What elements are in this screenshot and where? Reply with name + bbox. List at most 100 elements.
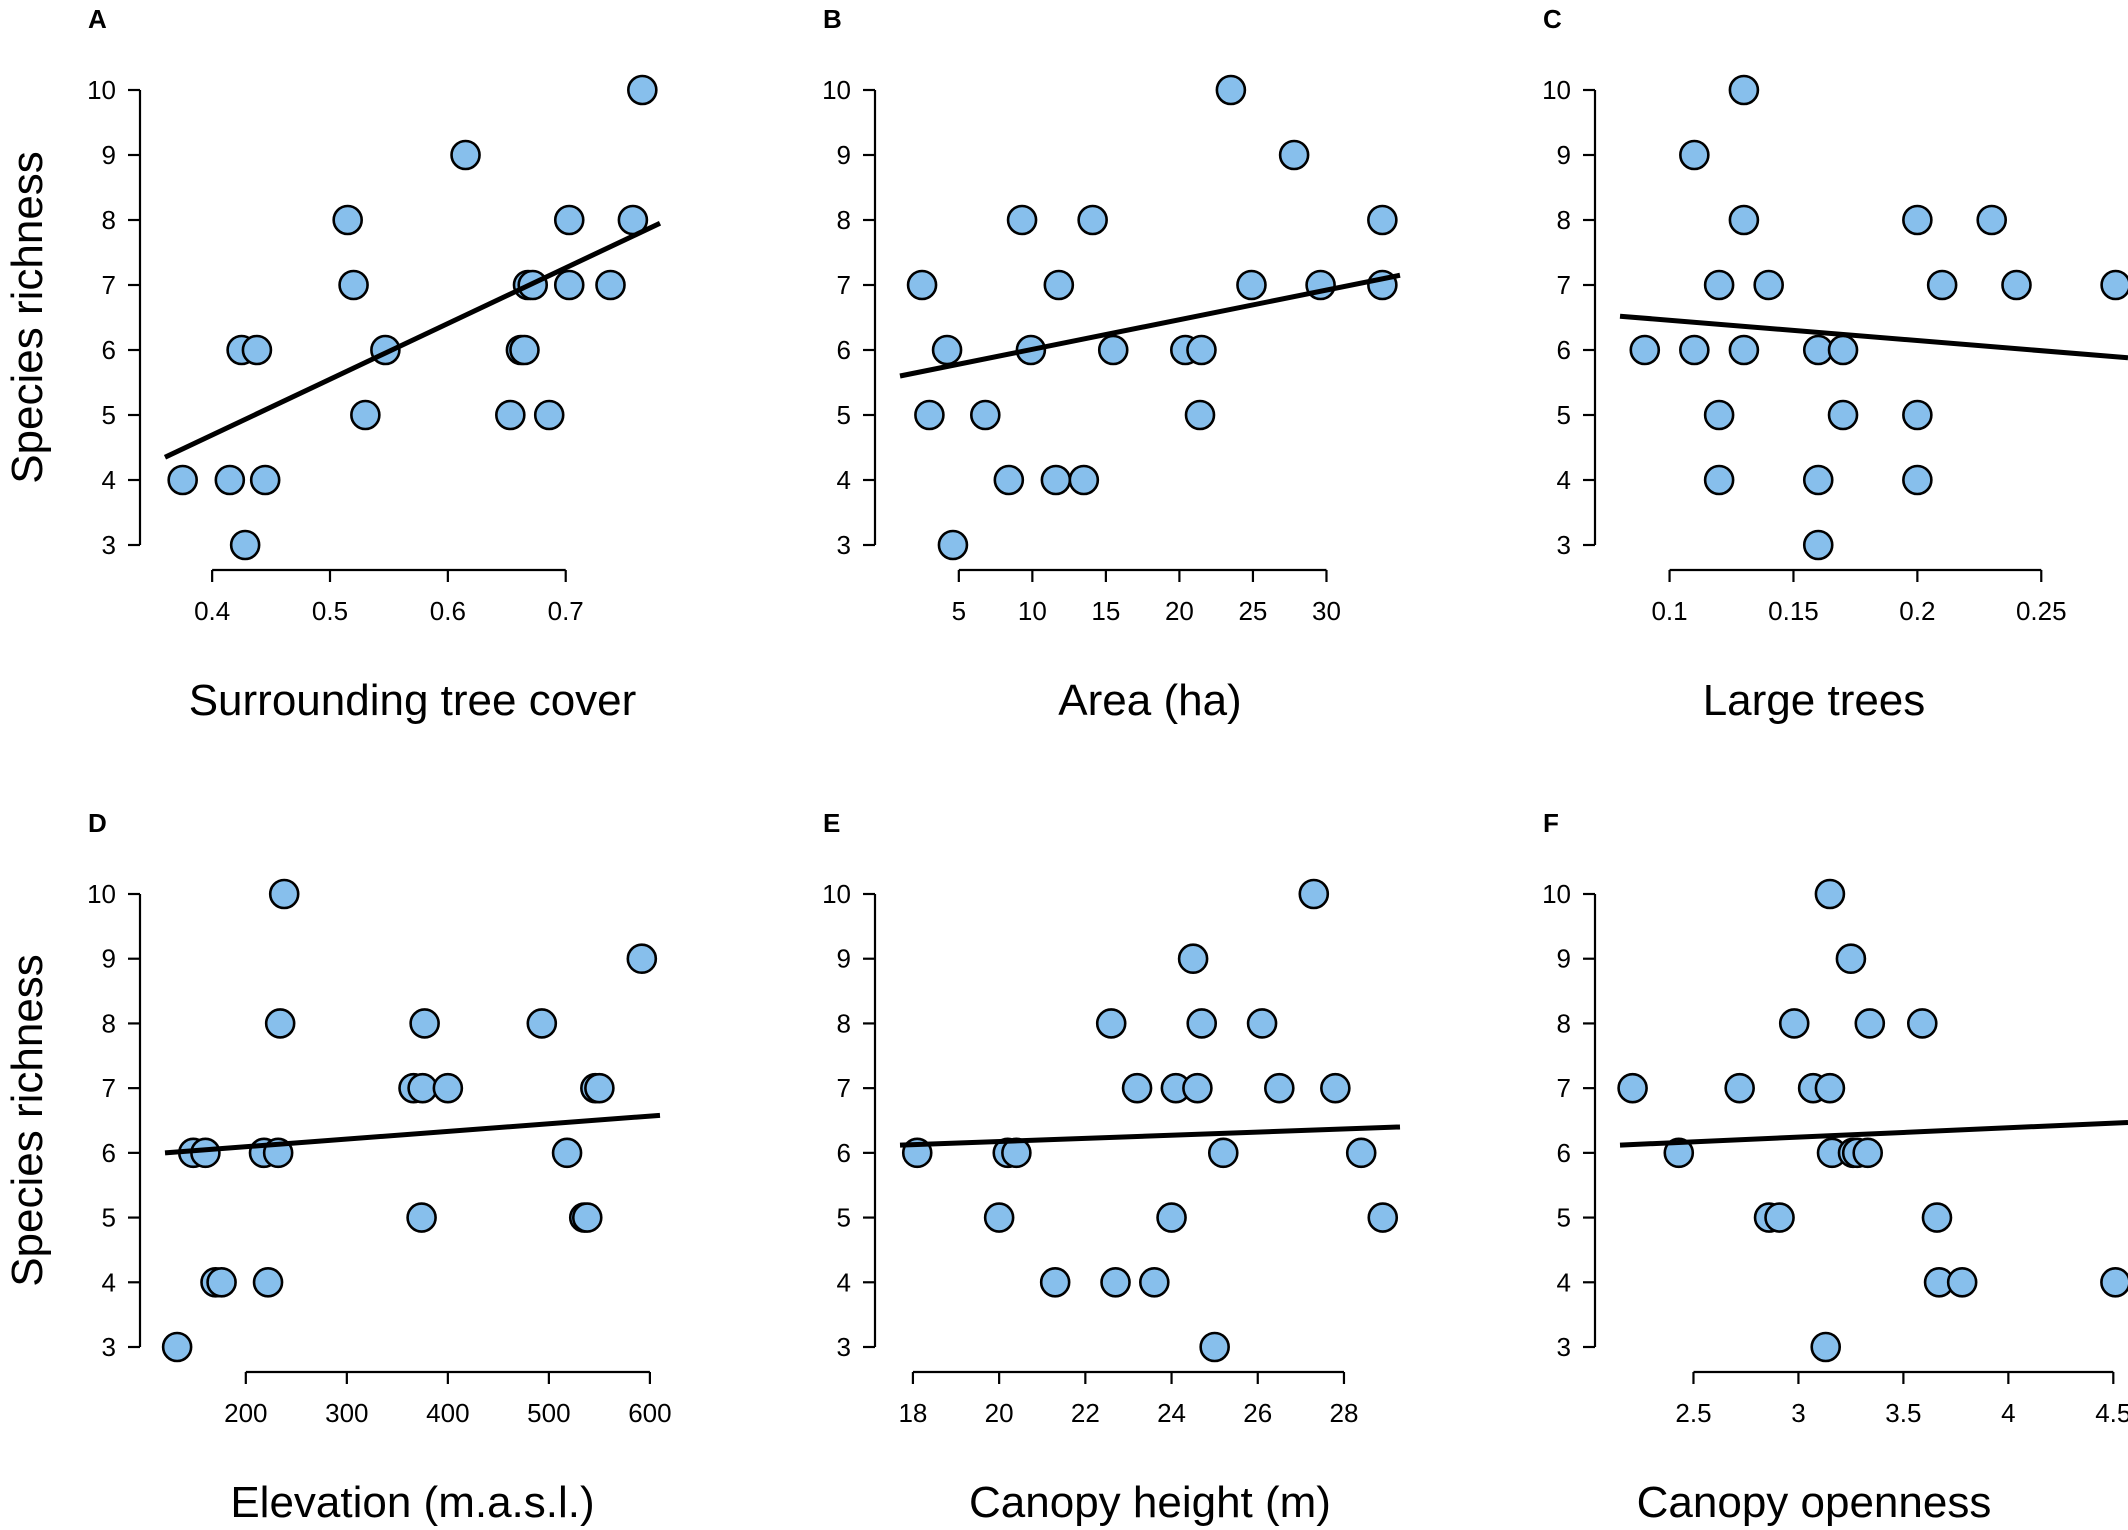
y-tick-label: 3 <box>837 1332 851 1362</box>
data-point <box>241 334 273 366</box>
data-point <box>1629 334 1661 366</box>
y-tick-label: 8 <box>1557 1008 1571 1038</box>
data-point <box>1764 1202 1795 1233</box>
regression-line <box>899 272 1401 379</box>
x-tick-label: 0.15 <box>1768 596 1819 626</box>
panel-letter: D <box>88 808 107 838</box>
data-point <box>526 1008 558 1039</box>
regression-line <box>899 1124 1401 1148</box>
x-tick-label: 3.5 <box>1885 1398 1921 1428</box>
x-axis-title: Surrounding tree cover <box>189 676 637 725</box>
data-point <box>533 399 565 431</box>
data-point <box>1753 269 1784 301</box>
y-tick-label: 10 <box>822 879 851 909</box>
data-point <box>249 464 281 496</box>
data-point <box>1177 943 1209 975</box>
data-point <box>1043 269 1075 301</box>
data-point <box>1926 269 1958 301</box>
data-point <box>1182 1072 1213 1104</box>
data-point <box>584 1072 615 1104</box>
y-tick-label: 10 <box>1542 75 1571 105</box>
x-tick-label: 25 <box>1238 596 1267 626</box>
panel-letter: A <box>88 4 107 34</box>
data-point <box>937 529 969 561</box>
data-point <box>1298 878 1330 910</box>
data-point <box>252 1266 284 1298</box>
data-point <box>1040 464 1072 496</box>
data-point <box>1207 1137 1239 1169</box>
y-tick-label: 8 <box>1557 205 1571 235</box>
data-point <box>1679 139 1710 171</box>
panel-letter: F <box>1543 808 1559 838</box>
x-tick-label: 200 <box>224 1398 267 1428</box>
data-point <box>1724 1072 1755 1104</box>
x-tick-label: 26 <box>1243 1398 1272 1428</box>
regression-line <box>1619 1119 2128 1148</box>
x-axis-title: Large trees <box>1703 676 1926 725</box>
x-tick-label: 500 <box>527 1398 570 1428</box>
x-tick-label: 0.2 <box>1899 596 1935 626</box>
data-point <box>206 1266 237 1298</box>
panel-f: F 3 4 5 6 7 8 9 10 2.5 3 3.5 4 4.5 Canopy openness <box>1542 808 2128 1527</box>
data-point <box>1835 943 1867 975</box>
data-point <box>1802 529 1834 561</box>
data-point <box>1703 464 1735 496</box>
data-point <box>1663 1137 1695 1169</box>
data-point <box>432 1072 464 1104</box>
x-tick-label: 600 <box>628 1398 671 1428</box>
data-point <box>627 74 658 106</box>
x-tick-label: 0.1 <box>1651 596 1687 626</box>
y-tick-label: 6 <box>1557 1138 1571 1168</box>
data-point <box>264 1008 296 1039</box>
data-point <box>1367 1202 1399 1233</box>
data-point <box>553 204 585 236</box>
data-point <box>983 1202 1015 1233</box>
y-tick-label: 9 <box>1557 944 1571 974</box>
data-point <box>1827 334 1859 366</box>
panel-letter: C <box>1543 4 1562 34</box>
data-point <box>1236 269 1267 301</box>
y-tick-label: 5 <box>102 400 116 430</box>
data-point <box>1906 1008 1938 1039</box>
data-point <box>1121 1072 1153 1104</box>
data-point <box>1097 334 1129 366</box>
data-point <box>2001 269 2032 301</box>
x-tick-label: 10 <box>1018 596 1047 626</box>
y-tick-label: 7 <box>837 1073 851 1103</box>
data-point <box>1345 1137 1377 1169</box>
data-point <box>1278 139 1310 171</box>
data-point <box>1728 204 1760 236</box>
x-tick-label: 22 <box>1071 1398 1100 1428</box>
panel-letter: E <box>823 808 840 838</box>
data-point <box>406 1202 437 1233</box>
data-point <box>229 529 261 561</box>
data-point <box>1976 204 2008 236</box>
panel-d: D 3 4 5 6 7 8 9 10 200 300 400 500 600 Elevation (m.a.… <box>3 808 672 1527</box>
x-tick-label: 300 <box>325 1398 368 1428</box>
panel-letter: B <box>823 4 842 34</box>
y-tick-label: 10 <box>1542 879 1571 909</box>
x-tick-label: 0.25 <box>2016 596 2067 626</box>
y-tick-label: 6 <box>1557 335 1571 365</box>
data-point <box>1006 204 1038 236</box>
y-tick-label: 3 <box>102 1332 116 1362</box>
y-tick-label: 5 <box>837 400 851 430</box>
y-tick-label: 7 <box>102 270 116 300</box>
data-point <box>1199 1331 1230 1363</box>
y-tick-label: 3 <box>102 530 116 560</box>
data-point <box>1068 464 1100 496</box>
y-tick-label: 9 <box>102 140 116 170</box>
y-tick-label: 7 <box>102 1073 116 1103</box>
y-tick-label: 8 <box>837 205 851 235</box>
x-axis-title: Area (ha) <box>1058 676 1241 725</box>
data-point <box>1039 1266 1071 1298</box>
data-point <box>1728 334 1760 366</box>
data-point <box>1617 1072 1648 1104</box>
x-tick-label: 5 <box>952 596 966 626</box>
y-tick-label: 10 <box>87 879 116 909</box>
y-tick-label: 4 <box>837 1267 851 1297</box>
data-point <box>1778 1008 1810 1039</box>
data-point <box>1946 1266 1978 1298</box>
x-tick-label: 2.5 <box>1675 1398 1711 1428</box>
